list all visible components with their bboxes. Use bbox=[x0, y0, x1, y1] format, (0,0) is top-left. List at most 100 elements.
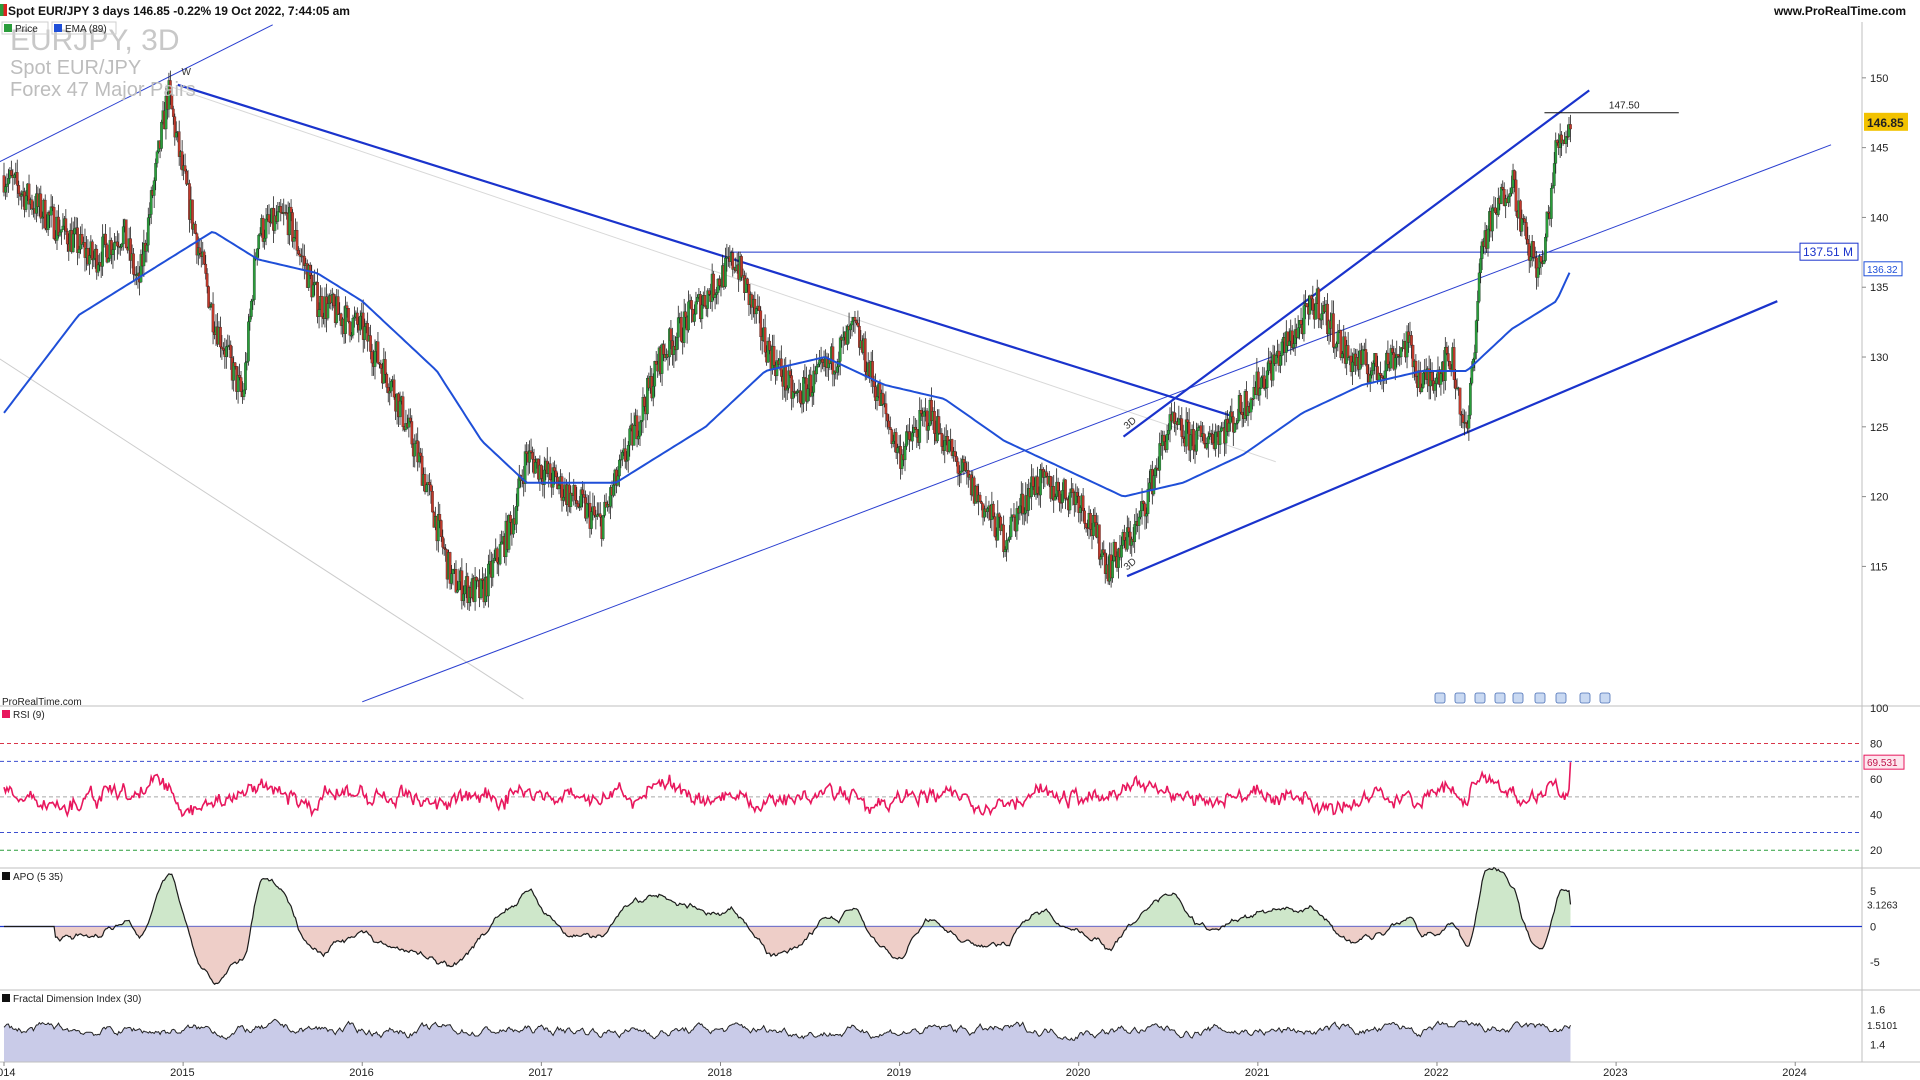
candle-body bbox=[1507, 196, 1510, 203]
candle-body bbox=[351, 317, 355, 336]
candle-body bbox=[1549, 188, 1553, 219]
candle-body bbox=[491, 560, 495, 578]
candle-body bbox=[1526, 238, 1530, 244]
candle-body bbox=[450, 573, 453, 584]
candle-body bbox=[1012, 514, 1016, 518]
candle-body bbox=[473, 577, 477, 602]
candle-body bbox=[715, 292, 718, 295]
candle-body bbox=[1446, 353, 1450, 362]
candle-body bbox=[654, 361, 658, 365]
candle-body bbox=[1420, 387, 1424, 393]
candle-body bbox=[155, 151, 159, 164]
candle-body bbox=[816, 364, 820, 367]
candle-body bbox=[1474, 320, 1478, 353]
candle-body bbox=[229, 344, 233, 358]
candle-body bbox=[1264, 387, 1268, 389]
candle-body bbox=[1494, 207, 1497, 213]
apo-value-label: 3.1263 bbox=[1867, 900, 1898, 911]
candle-body bbox=[1153, 467, 1157, 476]
event-icon bbox=[1474, 692, 1486, 704]
candle-body bbox=[1374, 353, 1378, 367]
candle-body bbox=[20, 194, 24, 197]
candle-body bbox=[24, 195, 28, 210]
candle-body bbox=[58, 231, 62, 236]
candle-body bbox=[1064, 479, 1067, 499]
candle-body bbox=[943, 440, 947, 451]
candle-body bbox=[1075, 492, 1079, 497]
candle-body bbox=[61, 225, 65, 230]
candle-body bbox=[991, 503, 995, 517]
candle-body bbox=[896, 447, 899, 453]
candle-body bbox=[1458, 387, 1462, 415]
candle-body bbox=[385, 374, 389, 388]
site-link[interactable]: www.ProRealTime.com bbox=[1773, 4, 1906, 18]
candle-body bbox=[1317, 288, 1321, 319]
candle-body bbox=[1552, 163, 1556, 186]
candle-body bbox=[492, 557, 496, 561]
candle-body bbox=[479, 578, 483, 599]
candle-body bbox=[244, 362, 247, 391]
candle-body bbox=[389, 381, 393, 392]
candle-body bbox=[145, 244, 149, 252]
candle-body bbox=[291, 212, 294, 242]
candle-body bbox=[768, 340, 771, 351]
candle-body bbox=[355, 312, 359, 325]
candle-body bbox=[1513, 170, 1516, 181]
candle-body bbox=[1206, 436, 1210, 444]
candle-body bbox=[1486, 228, 1490, 249]
x-axis-label: 2020 bbox=[1066, 1067, 1090, 1079]
candle-body bbox=[1218, 430, 1222, 445]
candle-body bbox=[1477, 272, 1481, 302]
watermark-symbol: EURJPY, 3D bbox=[10, 24, 180, 57]
candle-body bbox=[1220, 427, 1223, 432]
fdi-axis-label: 1.4 bbox=[1870, 1040, 1885, 1052]
candle-body bbox=[1435, 377, 1438, 384]
candle-body bbox=[1305, 303, 1309, 307]
candle-body bbox=[875, 396, 879, 401]
candle-body bbox=[1544, 236, 1547, 261]
fdi-area bbox=[4, 1019, 1571, 1062]
candle-body bbox=[1560, 134, 1563, 144]
candle-body bbox=[1114, 541, 1117, 557]
candle-body bbox=[276, 211, 280, 222]
candle-body bbox=[810, 392, 814, 397]
candle-body bbox=[754, 308, 758, 315]
candle-body bbox=[863, 338, 867, 372]
candle-body bbox=[955, 456, 958, 462]
apo-legend-swatch bbox=[2, 872, 10, 880]
candle-body bbox=[997, 513, 1001, 518]
candle-body bbox=[263, 238, 266, 242]
candle-body bbox=[1551, 185, 1555, 189]
candle-body bbox=[146, 217, 150, 246]
candle-body bbox=[1361, 349, 1365, 365]
candle-body bbox=[132, 253, 135, 275]
price-axis-label: 135 bbox=[1870, 282, 1888, 294]
x-axis-label: 2018 bbox=[707, 1067, 731, 1079]
candle-body bbox=[669, 328, 673, 341]
candle-body bbox=[787, 370, 791, 389]
candle-body bbox=[198, 247, 202, 254]
price-axis-label: 130 bbox=[1870, 352, 1888, 364]
rsi-legend-swatch bbox=[2, 710, 10, 718]
candle-body bbox=[623, 448, 627, 462]
candle-body bbox=[1524, 222, 1528, 240]
candle-body bbox=[1189, 434, 1192, 451]
candle-body bbox=[772, 346, 776, 366]
candle-body bbox=[903, 446, 907, 461]
rsi-label: RSI (9) bbox=[13, 710, 45, 721]
candle-body bbox=[247, 321, 250, 362]
header-bar: Spot EUR/JPY 3 days 146.85 -0.22% 19 Oct… bbox=[0, 0, 1920, 23]
candle-body bbox=[1009, 516, 1013, 538]
candle-body bbox=[332, 294, 336, 307]
candle-body bbox=[700, 304, 704, 320]
candle-body bbox=[620, 452, 624, 460]
candle-body bbox=[154, 163, 157, 181]
candle-body bbox=[1368, 374, 1372, 383]
candle-body bbox=[1333, 347, 1337, 349]
candle-body bbox=[637, 435, 640, 440]
candle-body bbox=[1018, 505, 1022, 514]
candle-body bbox=[1205, 443, 1209, 449]
candle-body bbox=[419, 452, 422, 457]
